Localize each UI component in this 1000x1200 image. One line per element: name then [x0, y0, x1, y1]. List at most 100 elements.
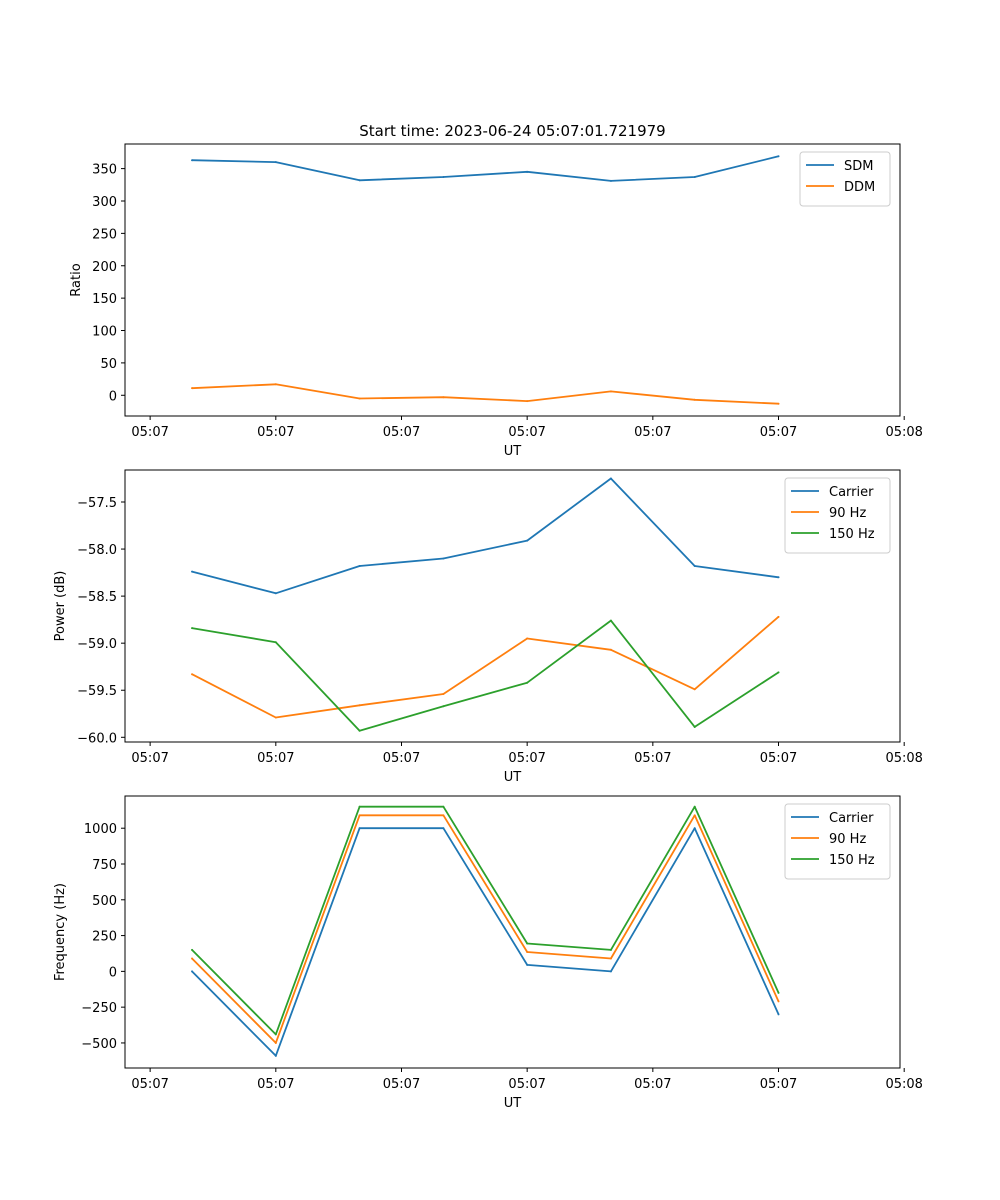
- series-line-90-hz: [191, 616, 780, 719]
- y-tick-label: −58.5: [77, 590, 117, 605]
- data-point: [358, 565, 361, 567]
- legend-label: SDM: [844, 159, 873, 174]
- data-point: [777, 1013, 780, 1016]
- series-line-carrier: [191, 827, 780, 1057]
- data-point: [609, 648, 612, 651]
- data-point: [693, 814, 696, 817]
- data-point: [358, 805, 361, 808]
- series-line-sdm: [191, 155, 779, 182]
- data-point: [526, 963, 529, 966]
- data-point: [274, 383, 277, 386]
- y-axis-label: Ratio: [69, 263, 84, 296]
- data-point: [274, 161, 277, 164]
- x-axis-label: UT: [504, 1096, 522, 1111]
- data-point: [191, 570, 194, 573]
- legend-label: DDM: [844, 180, 875, 195]
- y-tick-label: 0: [109, 965, 117, 980]
- legend-label: Carrier: [829, 811, 874, 826]
- data-point: [191, 159, 194, 162]
- data-point: [693, 725, 696, 728]
- data-point: [442, 557, 445, 560]
- data-point: [191, 957, 194, 960]
- data-point: [442, 814, 445, 817]
- y-tick-label: 250: [92, 930, 117, 945]
- data-point: [274, 1033, 277, 1036]
- y-tick-label: −59.5: [77, 684, 117, 699]
- data-point: [526, 539, 529, 542]
- data-point: [191, 948, 194, 951]
- data-point: [777, 155, 780, 158]
- data-point: [358, 179, 361, 182]
- y-tick-label: 0: [109, 389, 117, 404]
- legend: SDM DDM: [799, 151, 891, 207]
- x-axis-label: UT: [504, 770, 522, 785]
- plot-area: [124, 143, 901, 417]
- data-point: [526, 951, 529, 954]
- data-point: [693, 398, 696, 401]
- y-tick-label: 500: [92, 894, 117, 909]
- series-line-ddm: [191, 383, 779, 405]
- data-point: [191, 627, 194, 630]
- y-tick-label: 150: [92, 292, 117, 307]
- plot-area: [124, 469, 901, 743]
- data-point: [693, 565, 696, 567]
- data-point: [442, 705, 445, 708]
- data-point: [191, 970, 194, 973]
- y-axis-label: Power (dB): [53, 571, 68, 642]
- x-tick-label: 05:07: [508, 1077, 545, 1092]
- y-tick-label: 750: [92, 858, 117, 873]
- x-tick-label: 05:07: [634, 425, 671, 440]
- legend-label: Carrier: [829, 485, 874, 500]
- plot-area: [124, 795, 901, 1069]
- y-tick-label: −60.0: [77, 731, 117, 746]
- data-point: [274, 641, 277, 644]
- series-line-150-hz: [191, 805, 780, 1036]
- y-tick-label: 50: [100, 357, 117, 372]
- data-point: [442, 805, 445, 808]
- data-point: [358, 704, 361, 707]
- data-point: [693, 176, 696, 179]
- data-point: [191, 673, 194, 676]
- data-point: [442, 396, 445, 399]
- legend-box: [784, 477, 891, 554]
- series-line-150-hz: [191, 619, 779, 732]
- data-point: [777, 671, 780, 674]
- data-point: [526, 681, 529, 684]
- legend-label: 150 Hz: [829, 853, 875, 868]
- x-tick-label: 05:07: [508, 425, 545, 440]
- x-tick-label: 05:08: [885, 751, 922, 766]
- data-point: [609, 948, 612, 951]
- data-point: [274, 1041, 277, 1044]
- data-point: [777, 576, 780, 579]
- y-tick-label: 250: [92, 227, 117, 242]
- data-point: [609, 179, 612, 182]
- x-tick-label: 05:07: [634, 751, 671, 766]
- x-tick-label: 05:07: [760, 751, 797, 766]
- chart-1: 05:07 05:07 05:07 05:07 05:07 05:07 05:08 0 50 10…: [69, 122, 923, 459]
- data-point: [442, 693, 445, 695]
- series-line-carrier: [191, 477, 779, 595]
- x-tick-label: 05:07: [131, 1077, 168, 1092]
- data-point: [777, 1000, 780, 1003]
- data-point: [358, 729, 361, 732]
- chart-2: 05:07 05:07 05:07 05:07 05:07 05:07 05:08 −60.0…: [53, 469, 923, 785]
- y-tick-label: 100: [92, 325, 117, 340]
- data-point: [442, 827, 445, 830]
- y-tick-label: −500: [81, 1037, 117, 1052]
- data-point: [609, 390, 612, 393]
- legend: Carrier 90 Hz 150 Hz: [784, 803, 891, 880]
- data-point: [777, 991, 780, 994]
- legend-label: 90 Hz: [829, 506, 866, 521]
- legend-label: 90 Hz: [829, 832, 866, 847]
- data-point: [274, 716, 277, 719]
- x-tick-label: 05:07: [257, 425, 294, 440]
- x-tick-label: 05:07: [131, 751, 168, 766]
- x-tick-label: 05:07: [508, 751, 545, 766]
- x-tick-label: 05:07: [634, 1077, 671, 1092]
- x-tick-label: 05:07: [760, 1077, 797, 1092]
- x-tick-label: 05:07: [760, 425, 797, 440]
- y-tick-label: −57.5: [77, 496, 117, 511]
- data-point: [526, 942, 529, 945]
- y-tick-label: −58.0: [77, 543, 117, 558]
